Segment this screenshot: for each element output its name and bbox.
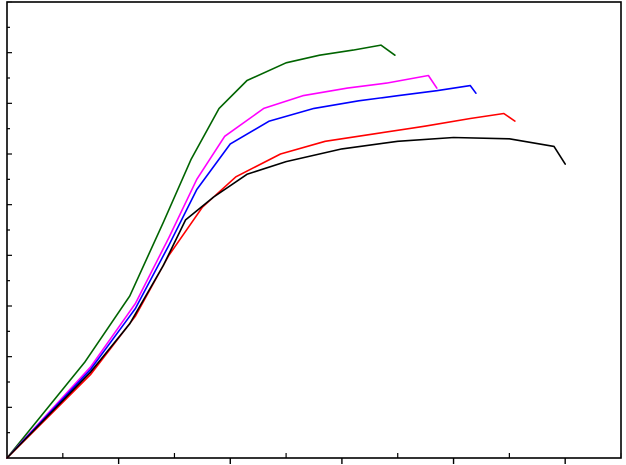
x-axis-ticks <box>62 453 622 464</box>
series-line-2 <box>6 74 438 459</box>
series-layer <box>6 44 566 459</box>
series-line-5 <box>6 136 566 459</box>
plot-frame <box>6 1 622 459</box>
y-axis-ticks <box>7 1 12 434</box>
series-line-4 <box>6 112 516 459</box>
series-line-3 <box>6 84 477 459</box>
series-line-1 <box>6 44 396 459</box>
